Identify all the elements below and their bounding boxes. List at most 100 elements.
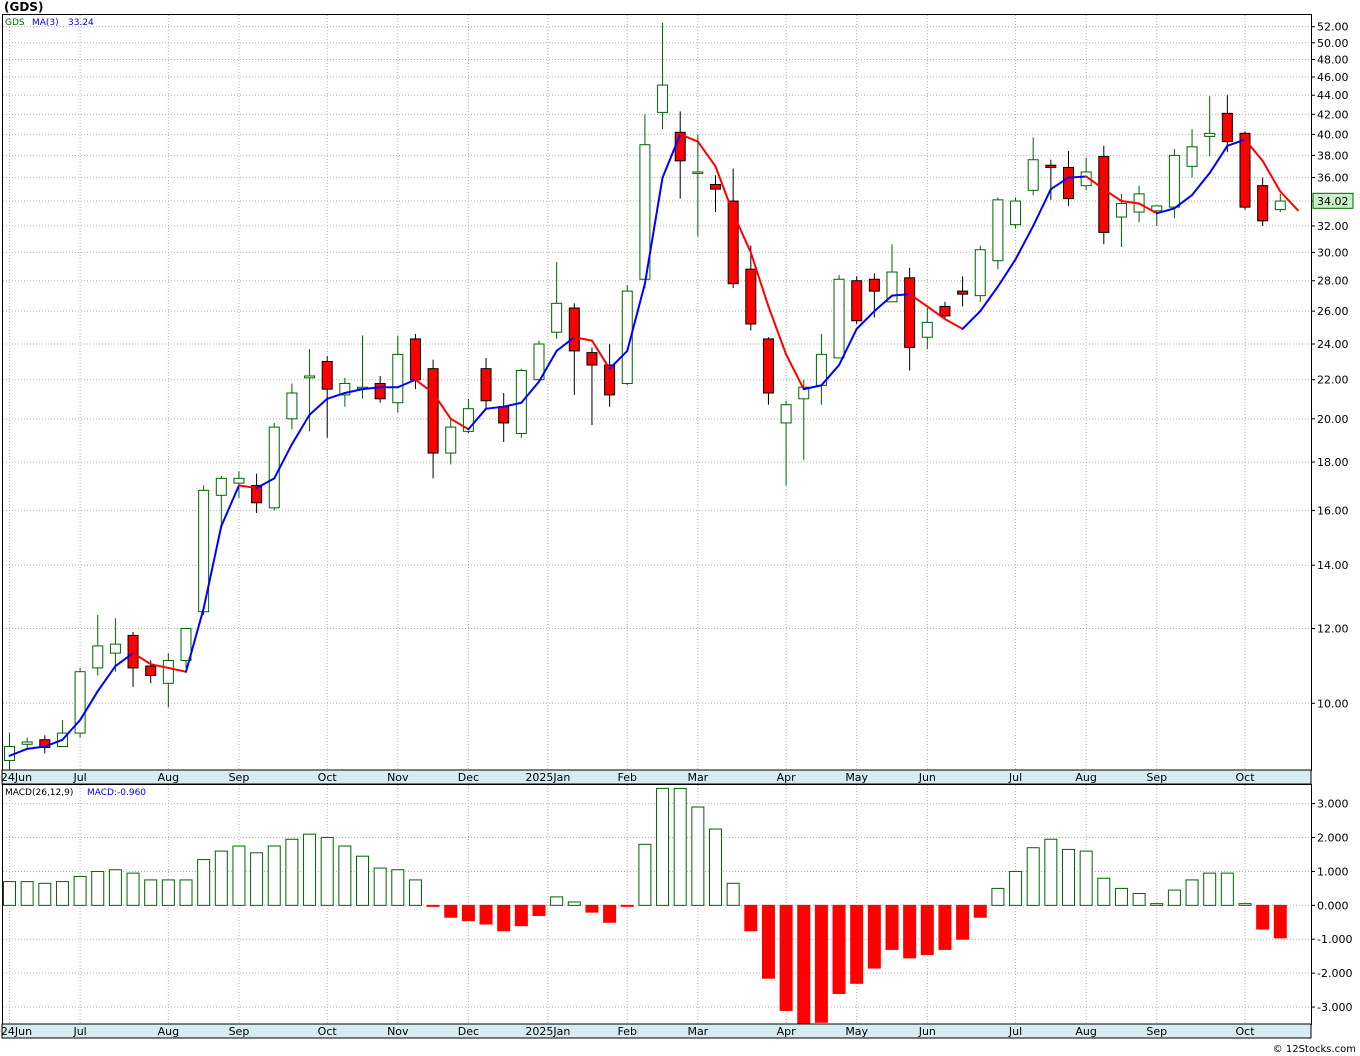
ma-segment [1085,175,1105,191]
candle [109,618,121,672]
ma-segment [873,294,893,313]
date-tick-label: Oct [1235,771,1255,784]
macd-bar [1079,850,1093,906]
macd-bar [144,879,158,906]
candle-body [568,307,580,352]
macd-tick-label: 2.000 [1317,832,1349,845]
macd-bar [338,845,352,906]
candle [1098,145,1110,245]
candle-body [1204,132,1216,137]
candle-body [74,671,86,734]
candle [374,375,386,403]
price-tick-label: 38.00 [1317,149,1349,162]
macd-bar [797,904,811,1032]
date-tick-label: Apr [777,771,797,784]
ma-segment [1014,224,1035,261]
price-tick-label: 28.00 [1317,275,1349,288]
ma-segment [626,282,646,352]
price-tick-label: 16.00 [1317,504,1349,517]
ma-label: MA(3) [32,18,59,28]
ma-segment [679,133,699,143]
copyright-text: © 12Stocks.com [1273,1044,1356,1055]
ma-segment [396,378,417,389]
ma-segment [1049,176,1070,191]
ma-segment [1032,188,1052,227]
candle [392,335,404,413]
macd-bar [303,833,317,906]
candle-body [321,360,333,390]
candle-body [939,305,951,317]
candle-body [1027,159,1039,191]
date-tick-label: Jul [72,1025,86,1038]
date-labels-top: 2024Jun Jul Aug Sep Oct Nov Dec 2025Jan Feb Mar Ap… [0,771,1255,784]
candle-body [374,382,386,400]
candle-body [480,368,492,402]
date-tick-label: Sep [229,771,250,784]
ma-segment [749,251,770,308]
macd-bar [126,872,140,906]
macd-value: MACD:-0.960 [87,788,146,798]
ma-segment [273,443,293,480]
candle-body [921,321,933,338]
date-tick-label: Jul [1008,771,1022,784]
ma-segment [538,349,558,383]
macd-bar [532,904,546,917]
macd-bar [1132,892,1146,906]
candle-body [745,268,757,325]
candle [92,615,104,676]
price-tick-label: 48.00 [1317,54,1349,67]
candle-body [1010,200,1022,226]
macd-bar [726,882,740,906]
candle [1239,131,1251,210]
macd-bar [903,904,917,959]
macd-bar [938,904,952,950]
ma-segment [785,353,805,391]
candle-body [427,368,439,454]
symbol-label: GDS [5,18,25,28]
ma-segment [79,690,99,722]
macd-tick-label: -3.000 [1317,1001,1352,1014]
candle-body [392,353,404,404]
candle-body [268,426,280,509]
candle-body [145,665,157,677]
macd-tick-label: 1.000 [1317,865,1349,878]
macd-bar [550,896,564,906]
date-tick-label: Jul [1008,1025,1022,1038]
price-tick-label: 26.00 [1317,305,1349,318]
ma-segment [43,738,64,748]
candle [921,308,933,350]
candle [745,245,757,331]
candle [162,653,174,708]
candle [127,631,139,688]
price-candles [4,22,1286,770]
ma-segment [8,747,29,757]
candle-body [604,364,616,396]
macd-bar [514,904,528,927]
candle [710,175,721,213]
candle [992,197,1004,270]
ma-segment [1208,144,1229,175]
candle [886,244,898,303]
date-tick-label: Sep [1146,1025,1167,1038]
candle-body [1063,166,1074,200]
macd-bar [1220,872,1234,906]
macd-bar [161,879,175,906]
candle [833,274,845,359]
macd-bar [3,881,16,906]
macd-bar [585,904,599,913]
candle-body [657,84,669,113]
candle [586,347,598,426]
candle [621,285,633,386]
ma-segment [643,176,664,285]
candle [21,737,33,749]
ma-segment [838,327,858,367]
macd-bar [567,901,581,906]
date-tick-label: 2025Jan [525,1025,570,1038]
ma-segment [343,388,364,394]
candle [974,245,986,302]
ma-segment [1244,138,1264,162]
ma-segment [502,401,523,408]
ma-segment [167,666,187,673]
candle-body [1186,146,1198,167]
